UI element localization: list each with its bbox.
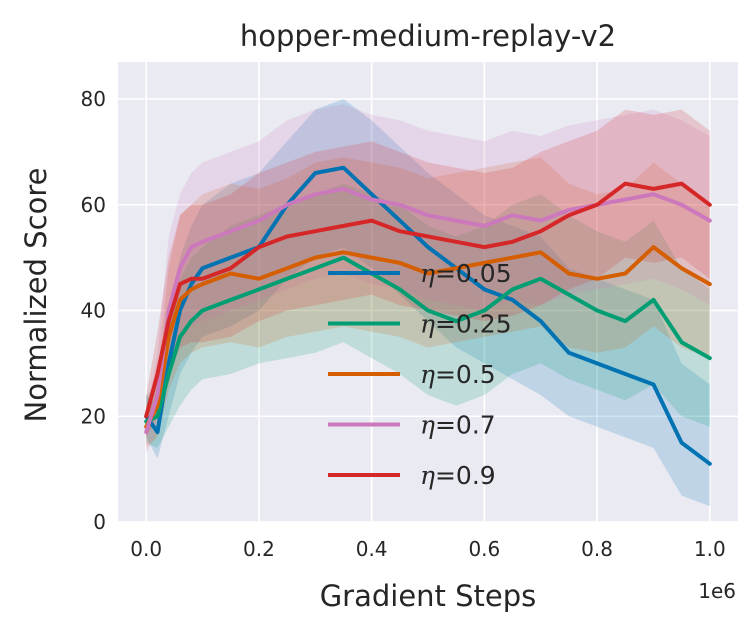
legend-eta-symbol: η <box>420 461 435 490</box>
legend-eta-symbol: η <box>420 411 435 440</box>
plot-area <box>118 62 738 522</box>
legend-eta-value: =0.9 <box>435 461 496 490</box>
legend-entry-label: η=0.9 <box>420 461 496 490</box>
line-series-4 <box>144 181 712 419</box>
legend-eta-value: =0.5 <box>435 360 496 389</box>
x-tick-label: 0.8 <box>581 537 613 561</box>
x-axis-label: Gradient Steps <box>320 579 537 613</box>
x-tick-label: 0.2 <box>243 537 275 561</box>
line-series-3 <box>144 186 712 435</box>
band-series-2 <box>146 157 710 448</box>
x-axis-offset-label: 1e6 <box>698 579 736 603</box>
band-series-1 <box>146 183 710 448</box>
legend-eta-value: =0.05 <box>435 259 512 288</box>
y-tick-label: 0 <box>93 510 106 534</box>
x-axis-ticks: 0.0 0.2 0.4 0.6 0.8 1.0 <box>130 537 725 561</box>
legend-eta-symbol: η <box>420 310 435 339</box>
legend: η=0.05η=0.25η=0.5η=0.7η=0.9 <box>328 259 512 490</box>
line-series-1 <box>144 255 712 424</box>
y-axis-label: Normalized Score <box>19 168 53 423</box>
x-tick-label: 0.4 <box>356 537 388 561</box>
legend-entry-label: η=0.05 <box>420 259 512 288</box>
y-axis-ticks: 0 20 40 60 80 <box>81 87 106 534</box>
legend-entry-label: η=0.5 <box>420 360 496 389</box>
legend-entry-label: η=0.25 <box>420 310 512 339</box>
y-tick-label: 80 <box>81 87 106 111</box>
legend-eta-value: =0.7 <box>435 411 496 440</box>
legend-eta-value: =0.25 <box>435 310 512 339</box>
grid-lines <box>118 62 738 523</box>
legend-eta-symbol: η <box>420 360 435 389</box>
x-tick-label: 0.0 <box>130 537 162 561</box>
band-series-3 <box>146 104 710 454</box>
line-series-2 <box>144 245 712 429</box>
legend-eta-symbol: η <box>420 259 435 288</box>
band-series-0 <box>146 99 710 507</box>
x-tick-label: 1.0 <box>694 537 726 561</box>
y-tick-label: 20 <box>81 404 106 428</box>
y-tick-label: 40 <box>81 299 106 323</box>
x-tick-label: 0.6 <box>468 537 500 561</box>
chart-title: hopper-medium-replay-v2 <box>240 19 616 53</box>
y-tick-label: 60 <box>81 193 106 217</box>
legend-entry-label: η=0.7 <box>420 411 496 440</box>
series-lines <box>144 165 712 466</box>
